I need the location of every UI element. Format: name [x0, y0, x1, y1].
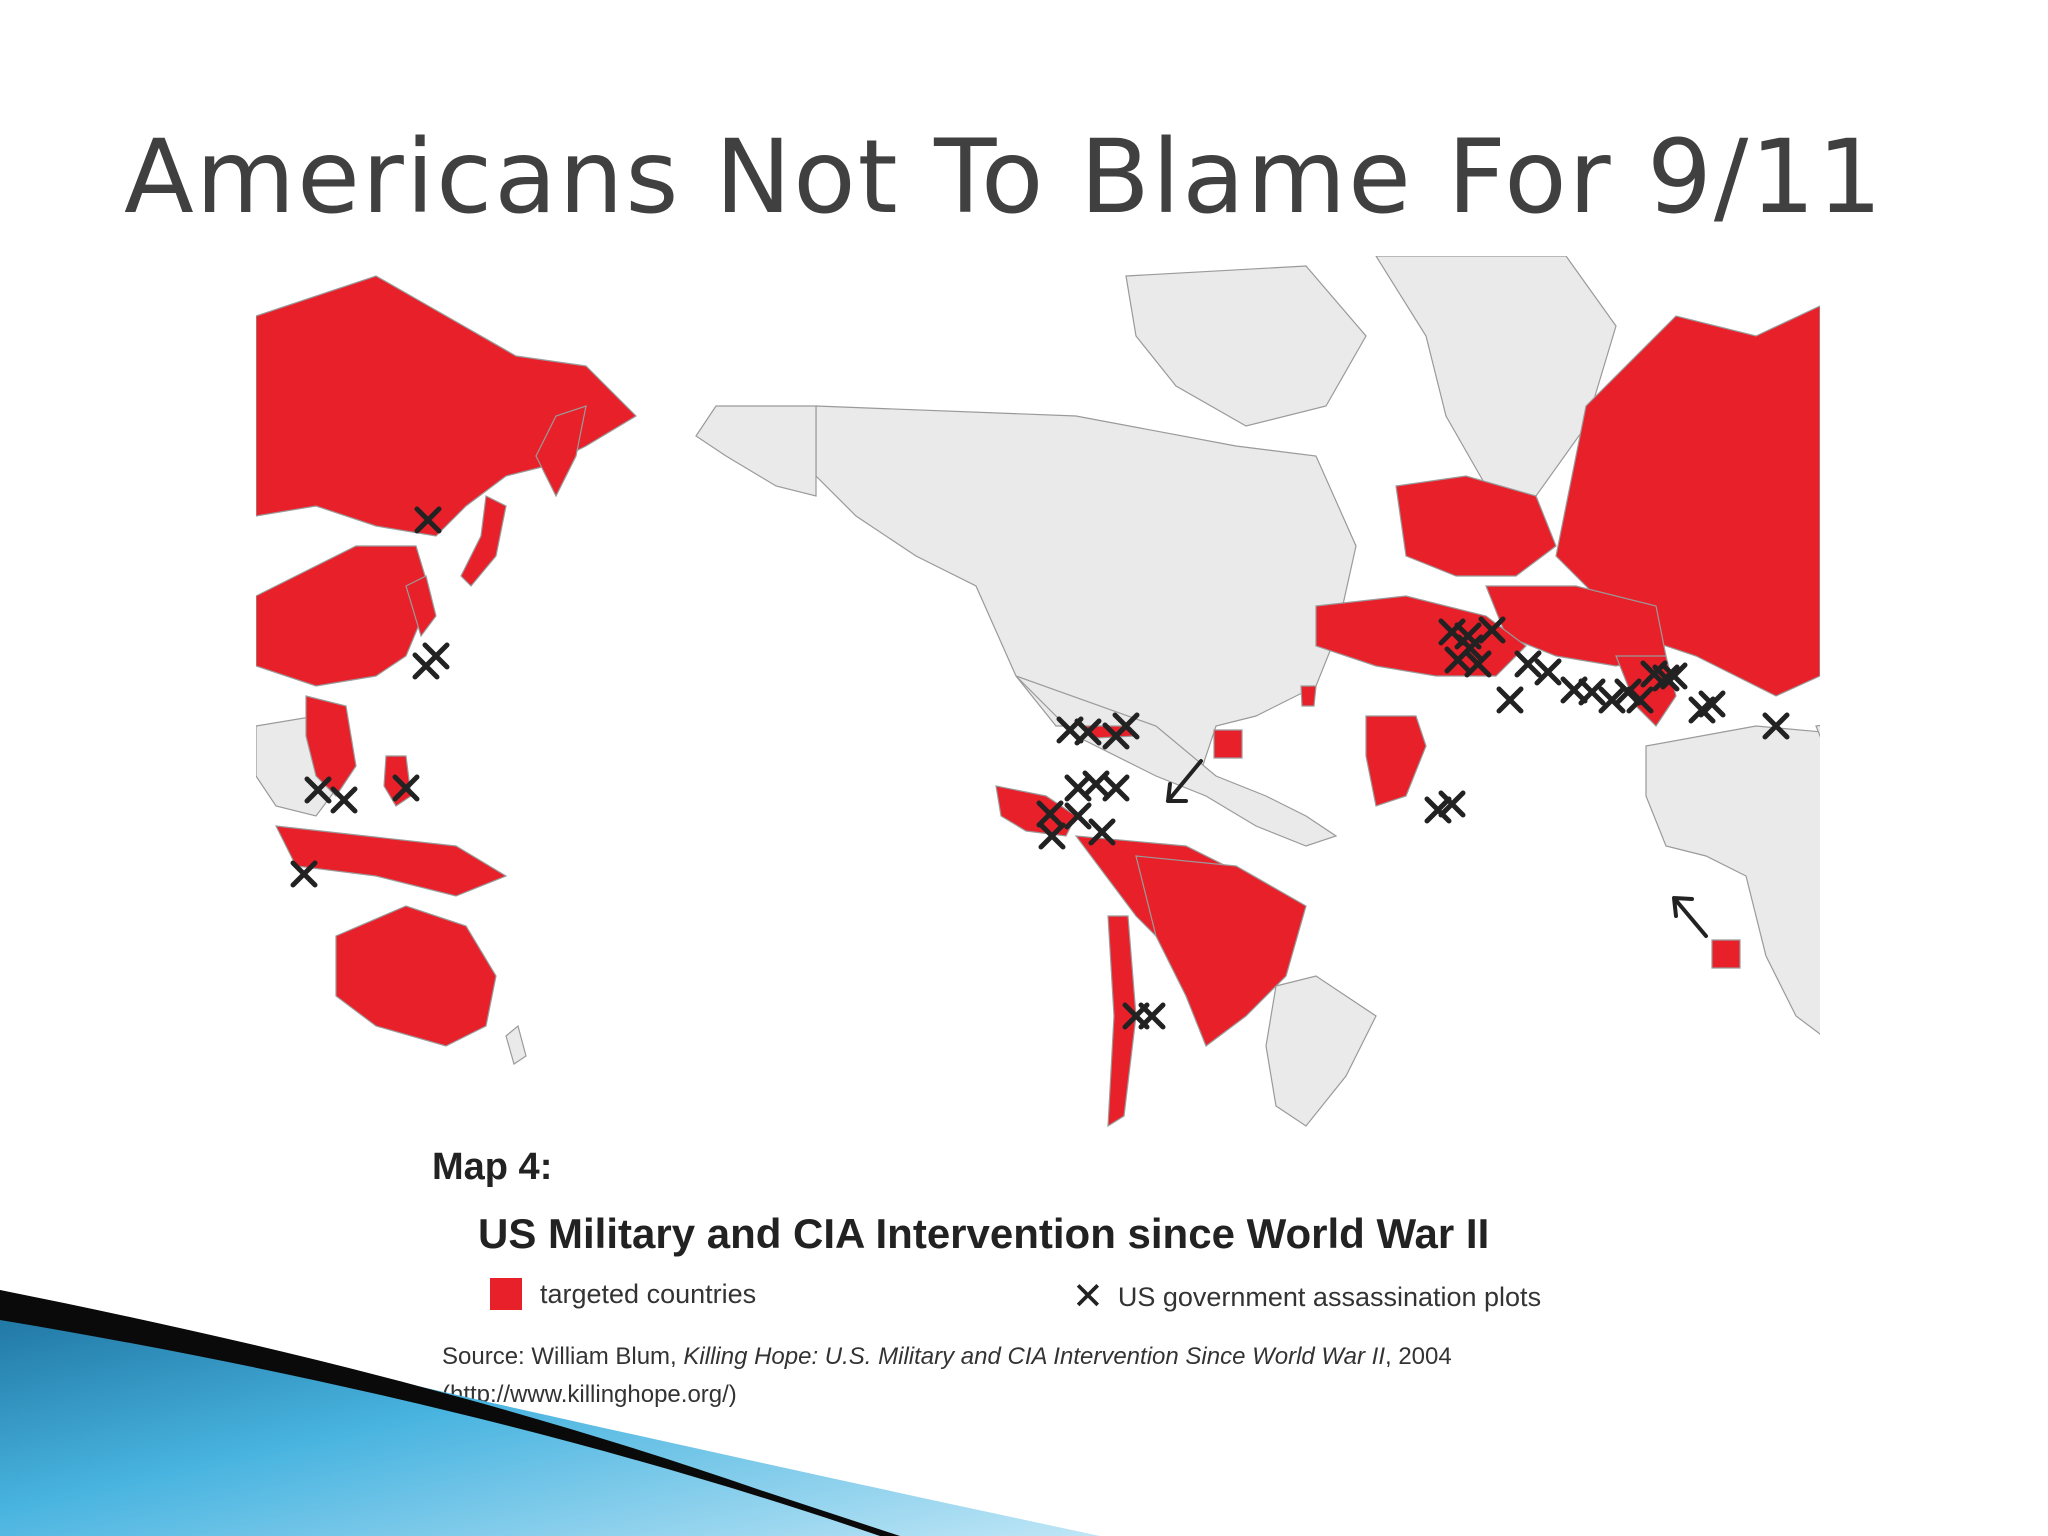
world-map-figure [256, 256, 1820, 1156]
map-caption-title: US Military and CIA Intervention since W… [478, 1210, 1490, 1257]
assassination-plot-marker [422, 642, 450, 670]
korea [405, 575, 437, 638]
assassination-plot-marker [1088, 818, 1116, 846]
assassination-plot-marker [1652, 664, 1680, 692]
seychelles-marker-box [1711, 939, 1741, 969]
assassination-plot-marker [330, 786, 358, 814]
assassination-plot-marker [1038, 822, 1066, 850]
source-prefix: Source: William Blum, [442, 1343, 684, 1370]
map-source: Source: William Blum, Killing Hope: U.S.… [442, 1338, 1452, 1414]
southern-south-america [1265, 975, 1377, 1127]
assassination-plot-marker [1036, 800, 1064, 828]
map-caption-heading: Map 4: [432, 1146, 553, 1188]
new-zealand [505, 1024, 527, 1065]
source-book-title: Killing Hope: U.S. Military and CIA Inte… [683, 1343, 1385, 1370]
world-map [256, 256, 1820, 1128]
legend-red-swatch [490, 1278, 522, 1310]
eastern-europe [1395, 475, 1557, 577]
assassination-plot-marker [1660, 662, 1688, 690]
assassination-plot-marker [1762, 712, 1790, 740]
assassination-plot-marker [1514, 650, 1542, 678]
legend-targeted-label: targeted countries [540, 1278, 757, 1309]
assassination-plot-marker [1424, 796, 1452, 824]
grenada-marker-box [1213, 729, 1243, 759]
congo [1365, 715, 1427, 807]
china [256, 545, 432, 687]
seychelles-pointer-arrow [1672, 896, 1708, 938]
legend-assassination: ✕ US government assassination plots [1072, 1278, 1541, 1316]
assassination-plot-marker [392, 774, 420, 802]
canada-arctic-islands [1125, 265, 1367, 427]
assassination-plot-marker [304, 776, 332, 804]
slide-title: Americans Not To Blame For 9/11 [124, 118, 1885, 237]
mexico-central-america [1015, 675, 1338, 847]
assassination-plot-marker [290, 860, 318, 888]
indochina [305, 695, 357, 797]
assassination-plot-marker [1478, 616, 1506, 644]
japan [460, 495, 507, 587]
ghana [1300, 685, 1317, 707]
legend-x-icon: ✕ [1072, 1276, 1104, 1318]
legend-assassination-label: US government assassination plots [1117, 1281, 1542, 1312]
assassination-plot-marker [1496, 686, 1524, 714]
assassination-plot-marker [1626, 686, 1654, 714]
grenada-pointer-arrow [1166, 759, 1203, 803]
assassination-plot-marker [1534, 658, 1562, 686]
assassination-plot-marker [1578, 678, 1606, 706]
kamchatka [535, 405, 587, 498]
assassination-plot-marker [1464, 650, 1492, 678]
assassination-plot-marker [414, 506, 442, 534]
alaska [695, 405, 817, 497]
assassination-plot-marker [1112, 712, 1140, 740]
assassination-plot-marker [1138, 1002, 1166, 1030]
assassination-plot-marker [1102, 774, 1130, 802]
africa [1645, 725, 1820, 1035]
assassination-plot-marker [1064, 802, 1092, 830]
chile [1107, 915, 1137, 1128]
assassination-plot-marker [1438, 790, 1466, 818]
assassination-plot-marker [1454, 622, 1482, 650]
source-suffix: , 2004 [1385, 1343, 1452, 1370]
brazil [1135, 855, 1307, 1047]
arabian-peninsula [1815, 724, 1820, 738]
assassination-plot-marker [1598, 686, 1626, 714]
legend-targeted: targeted countries [490, 1278, 756, 1310]
assassination-plot-marker [1698, 690, 1726, 718]
australia [335, 905, 497, 1047]
assassination-plot-marker [1614, 678, 1642, 706]
assassination-plot-marker [1074, 718, 1102, 746]
